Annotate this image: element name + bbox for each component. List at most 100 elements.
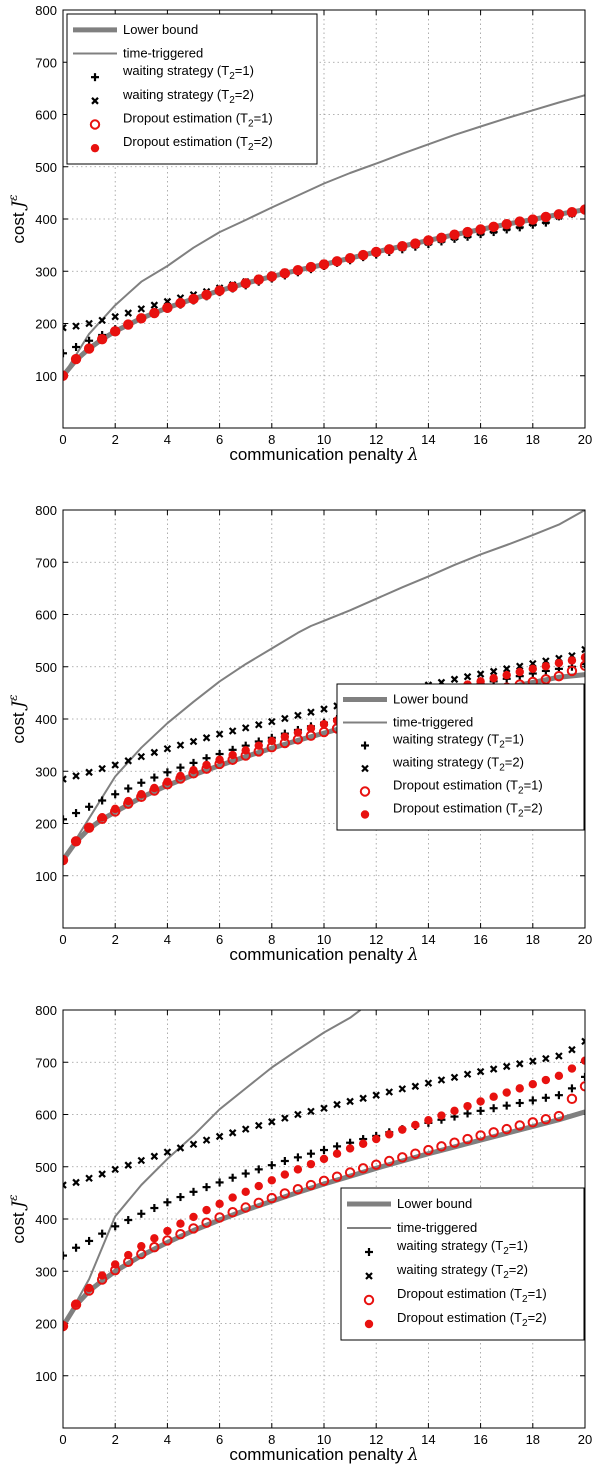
x-tick-label: 18 <box>526 432 540 447</box>
data-point <box>410 1148 421 1159</box>
data-point <box>124 1216 133 1225</box>
data-point <box>514 1120 525 1131</box>
data-point <box>555 1052 563 1060</box>
data-point <box>97 334 107 344</box>
data-point <box>489 674 498 683</box>
data-point <box>254 1165 263 1174</box>
legend-label: waiting strategy (T2=2) <box>122 87 254 106</box>
data-point <box>202 1183 211 1192</box>
data-point <box>253 1197 264 1209</box>
data-point <box>580 653 585 662</box>
data-point <box>202 734 211 742</box>
legend-marker-swatch <box>359 786 371 797</box>
x-tick-label: 4 <box>164 432 171 447</box>
data-point <box>580 205 585 214</box>
data-point <box>241 1187 250 1197</box>
data-point <box>554 210 564 219</box>
legend-label: time-triggered <box>123 46 203 61</box>
data-point <box>319 720 329 729</box>
x-tick-label: 6 <box>216 932 223 947</box>
x-tick-label: 20 <box>578 932 592 947</box>
data-point <box>541 212 551 222</box>
legend-item-6: Dropout estimation (T2=2) <box>90 134 273 153</box>
data-point <box>553 670 565 682</box>
data-point <box>398 1125 407 1134</box>
y-tick-label: 700 <box>35 55 57 70</box>
data-point <box>254 741 263 750</box>
data-point <box>279 1188 291 1199</box>
data-point <box>345 253 355 263</box>
legend-box <box>66 13 318 165</box>
data-point <box>581 1037 585 1046</box>
y-tick-label: 700 <box>35 555 57 570</box>
data-point <box>163 1226 172 1236</box>
data-point <box>345 1144 355 1153</box>
legend-item-3: waiting strategy (T2=1) <box>365 1238 528 1257</box>
data-point <box>281 714 289 723</box>
legend-item-4: waiting strategy (T2=2) <box>91 87 254 106</box>
legend-item-1: Lower bound <box>343 692 468 707</box>
x-tick-label: 8 <box>268 432 275 447</box>
x-tick-label: 14 <box>421 932 435 947</box>
x-tick-label: 12 <box>369 1432 383 1447</box>
y-tick-label: 400 <box>35 212 57 227</box>
x-tick-label: 20 <box>578 432 592 447</box>
data-point <box>306 262 316 272</box>
data-point <box>528 664 537 674</box>
data-point <box>268 717 276 726</box>
series-6 <box>63 1056 585 1331</box>
data-point <box>124 784 133 793</box>
chart-panel-3: 0 2 4 6 8 10 12 14 16 18 20 100 200 300 400 500 600 700 80… <box>6 1003 592 1464</box>
x-tick-label: 8 <box>268 932 275 947</box>
data-point <box>63 323 67 332</box>
data-point <box>215 1199 224 1209</box>
axes: 0 2 4 6 8 10 12 14 16 18 20 100 200 300 400 500 600 700 80… <box>35 3 592 447</box>
y-axis-label: cost Jε <box>6 694 29 743</box>
data-point <box>84 822 94 832</box>
data-point <box>566 1093 578 1105</box>
legend-label: Dropout estimation (T2=2) <box>123 134 273 153</box>
data-point <box>489 1092 498 1101</box>
legend-marker-swatch <box>89 119 101 130</box>
data-point <box>85 319 93 328</box>
data-point <box>581 660 585 669</box>
y-tick-label: 200 <box>35 317 57 332</box>
data-point <box>176 1193 185 1202</box>
y-tick-label: 600 <box>35 1108 57 1123</box>
data-point <box>463 1101 472 1111</box>
data-point <box>189 758 198 767</box>
data-point <box>476 1097 485 1106</box>
legend-item-1: Lower bound <box>347 1196 472 1211</box>
data-point <box>189 294 198 304</box>
data-point <box>137 778 146 787</box>
y-tick-label: 800 <box>35 1003 57 1018</box>
legend-label: waiting strategy (T2=1) <box>122 63 254 82</box>
data-point <box>137 1209 146 1218</box>
y-tick-label: 100 <box>35 869 57 884</box>
data-point <box>541 1075 551 1085</box>
data-point <box>254 720 263 729</box>
data-point <box>424 1116 433 1125</box>
data-point <box>85 768 93 777</box>
data-point <box>357 1163 369 1174</box>
x-tick-label: 16 <box>473 932 487 947</box>
legend-box <box>336 683 585 831</box>
data-point <box>71 837 81 846</box>
data-point <box>476 1067 485 1076</box>
data-point <box>476 670 485 678</box>
data-point <box>463 672 472 681</box>
data-point <box>241 724 250 732</box>
data-point <box>85 1174 93 1183</box>
legend-item-3: waiting strategy (T2=1) <box>91 63 254 82</box>
x-tick-label: 2 <box>112 432 119 447</box>
data-point <box>189 766 198 775</box>
y-tick-label: 100 <box>35 369 57 384</box>
data-point <box>319 1154 329 1164</box>
data-point <box>280 1170 290 1179</box>
legend-item-5: Dropout estimation (T2=1) <box>359 778 543 797</box>
data-point <box>371 1159 382 1170</box>
data-point <box>489 667 498 676</box>
data-point <box>527 1117 538 1128</box>
x-tick-label: 12 <box>369 432 383 447</box>
y-tick-label: 300 <box>35 764 57 779</box>
